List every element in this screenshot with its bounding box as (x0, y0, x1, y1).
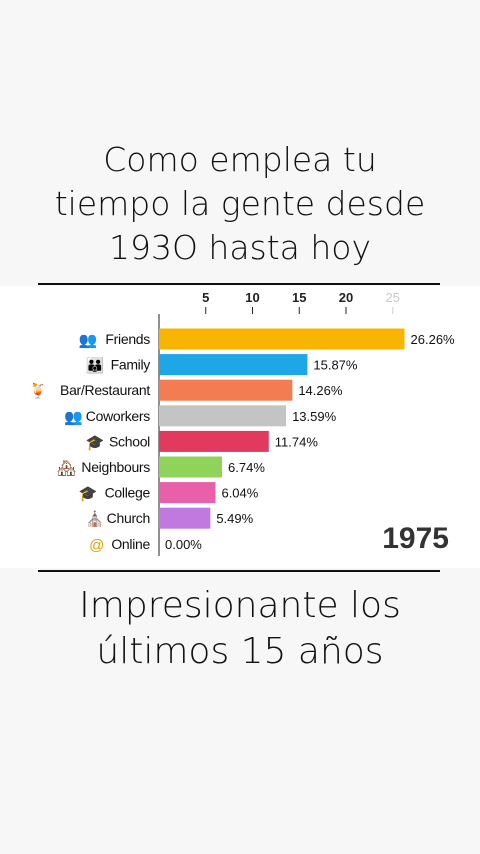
top-divider (38, 283, 440, 285)
online-icon: @ (89, 537, 104, 554)
category-label: Neighbours (81, 459, 150, 475)
bar-chart: 5 10 15 20 25 Friends 👥 26.26% Family 👪 15.87% Bar/… (29, 290, 456, 556)
category-label: Online (111, 536, 150, 552)
footline-line-1: Impresionante los (79, 585, 401, 626)
bar-restaurant-icon: 🍹 (29, 381, 48, 400)
category-label: Family (111, 357, 151, 373)
x-tick-label: 20 (339, 290, 353, 305)
footline-line-2: últimos 15 años (96, 631, 384, 672)
category-label: Church (107, 510, 150, 526)
school-icon: 🎓 (86, 434, 105, 451)
headline-line-2: tiempo la gente desde (54, 184, 426, 223)
bar-church (159, 507, 211, 529)
category-label: Friends (105, 331, 150, 347)
bar-school (159, 430, 269, 452)
college-icon: 🎓 (79, 486, 98, 503)
bar-friends (159, 328, 405, 350)
category-label: Coworkers (86, 408, 151, 424)
value-label: 13.59% (292, 409, 337, 424)
x-tick-label: 10 (245, 290, 259, 305)
value-label: 26.26% (411, 332, 456, 347)
neighbours-icon: 🏘 (57, 460, 76, 477)
value-label: 5.49% (216, 511, 253, 526)
value-label: 11.74% (275, 434, 319, 449)
x-tick-label: 25 (386, 290, 400, 305)
bar-family (159, 354, 308, 376)
category-label: Bar/Restaurant (60, 382, 150, 398)
chart-panel: 5 10 15 20 25 Friends 👥 26.26% Family 👪 15.87% Bar/… (0, 286, 480, 568)
value-label: 0.00% (165, 537, 202, 552)
x-tick-label: 15 (292, 290, 306, 305)
bottom-divider (38, 570, 440, 572)
value-label: 14.26% (298, 383, 343, 398)
friends-icon: 👥 (79, 332, 98, 349)
bar-bar-restaurant (159, 379, 293, 401)
bar-college (159, 482, 216, 504)
headline-line-3: 193O hasta hoy (108, 228, 372, 267)
value-label: 6.04% (221, 486, 258, 501)
headline-line-1: Como emplea tu (103, 140, 377, 179)
x-tick-label: 5 (202, 290, 209, 305)
family-icon: 👪 (86, 357, 105, 375)
value-label: 15.87% (313, 358, 358, 373)
coworkers-icon: 👥 (64, 409, 83, 426)
value-label: 6.74% (228, 460, 265, 475)
category-label: School (109, 433, 150, 449)
category-label: College (105, 485, 151, 501)
bar-coworkers (159, 405, 287, 427)
footline: Impresionante los últimos 15 años (20, 583, 460, 675)
bar-neighbours (159, 456, 223, 478)
church-icon: ⛪ (86, 509, 105, 528)
year-label: 1975 (382, 522, 449, 555)
headline: Como emplea tu tiempo la gente desde 193… (20, 138, 460, 270)
